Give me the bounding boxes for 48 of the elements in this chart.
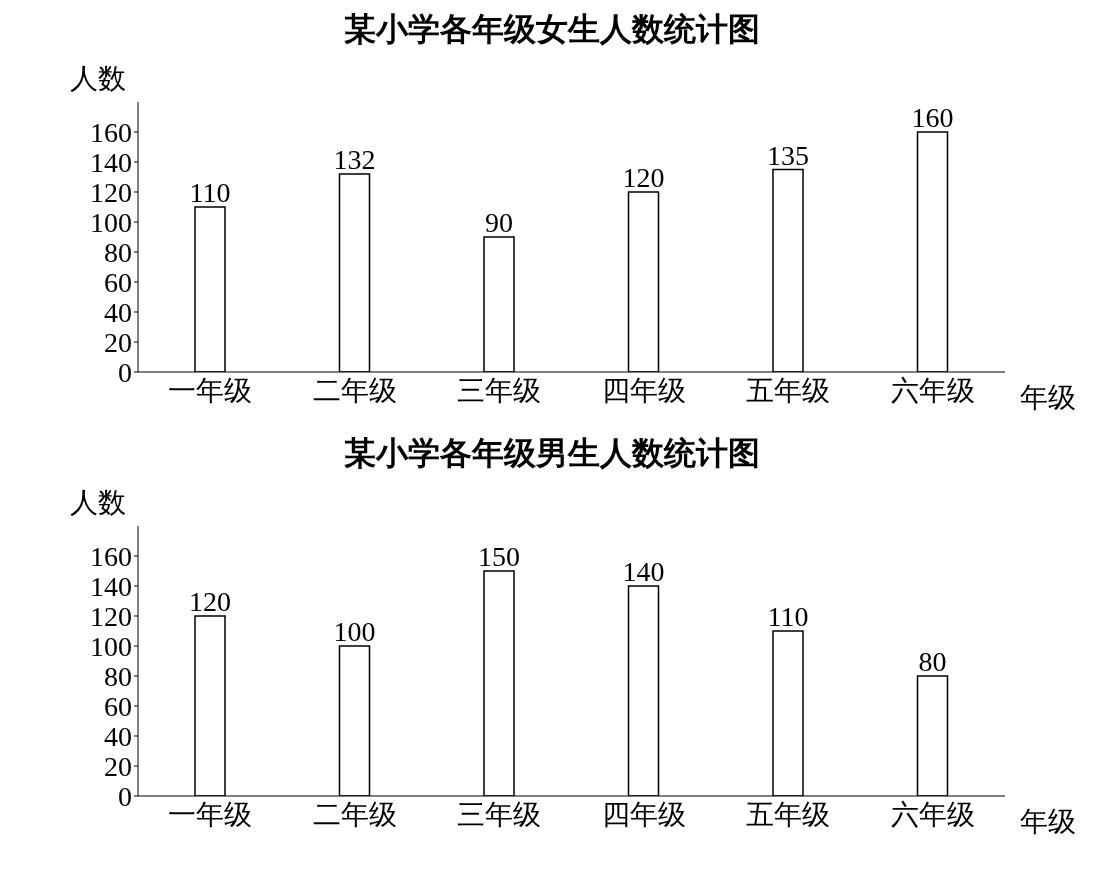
x-tick-label: 三年级 [457, 798, 542, 830]
chart-title: 某小学各年级男生人数统计图 [342, 433, 761, 474]
x-tick-label: 二年级 [312, 374, 397, 406]
data-label: 100 [333, 616, 376, 647]
y-tick-label: 60 [104, 690, 132, 722]
y-axis-title: 人数 [70, 63, 126, 94]
y-tick-label: 160 [90, 540, 132, 572]
x-tick-label: 二年级 [312, 798, 397, 830]
data-label: 135 [767, 139, 809, 171]
y-tick-label: 40 [104, 296, 132, 328]
y-tick-label: 80 [104, 660, 132, 692]
data-label: 110 [767, 601, 809, 632]
y-tick-label: 80 [104, 236, 132, 268]
x-tick-label: 六年级 [890, 798, 975, 830]
x-axis-title: 年级 [1020, 381, 1076, 413]
y-tick-label: 100 [90, 630, 132, 662]
y-tick-label: 100 [90, 206, 132, 238]
y-axis-title: 人数 [70, 487, 126, 518]
data-label: 120 [189, 586, 231, 617]
data-label: 132 [333, 144, 376, 175]
y-tick-label: 20 [104, 326, 132, 358]
y-tick-label: 120 [90, 600, 132, 632]
chart-title: 某小学各年级女生人数统计图 [342, 9, 761, 50]
data-label: 160 [911, 102, 954, 133]
x-tick-label: 四年级 [601, 798, 686, 830]
y-tick-label: 120 [90, 176, 132, 208]
x-tick-label: 四年级 [601, 374, 686, 406]
y-tick-label: 0 [118, 780, 132, 812]
data-label: 120 [622, 162, 665, 193]
data-label: 140 [622, 556, 665, 587]
x-tick-label: 三年级 [457, 374, 542, 406]
y-tick-label: 160 [90, 116, 132, 148]
x-axis-title: 年级 [1020, 805, 1076, 837]
y-tick-label: 140 [90, 146, 132, 178]
y-tick-label: 60 [104, 266, 132, 298]
y-tick-label: 0 [118, 356, 132, 388]
data-label: 150 [478, 541, 520, 572]
y-tick-label: 20 [104, 750, 132, 782]
y-tick-label: 140 [90, 570, 132, 602]
data-label: 90 [485, 207, 513, 238]
y-tick-label: 40 [104, 720, 132, 752]
x-tick-label: 六年级 [890, 374, 975, 406]
data-label: 110 [189, 177, 231, 208]
x-tick-label: 一年级 [168, 798, 253, 830]
x-tick-label: 五年级 [746, 374, 831, 406]
x-tick-label: 五年级 [746, 798, 831, 830]
x-tick-label: 一年级 [168, 374, 253, 406]
data-label: 80 [918, 646, 947, 677]
